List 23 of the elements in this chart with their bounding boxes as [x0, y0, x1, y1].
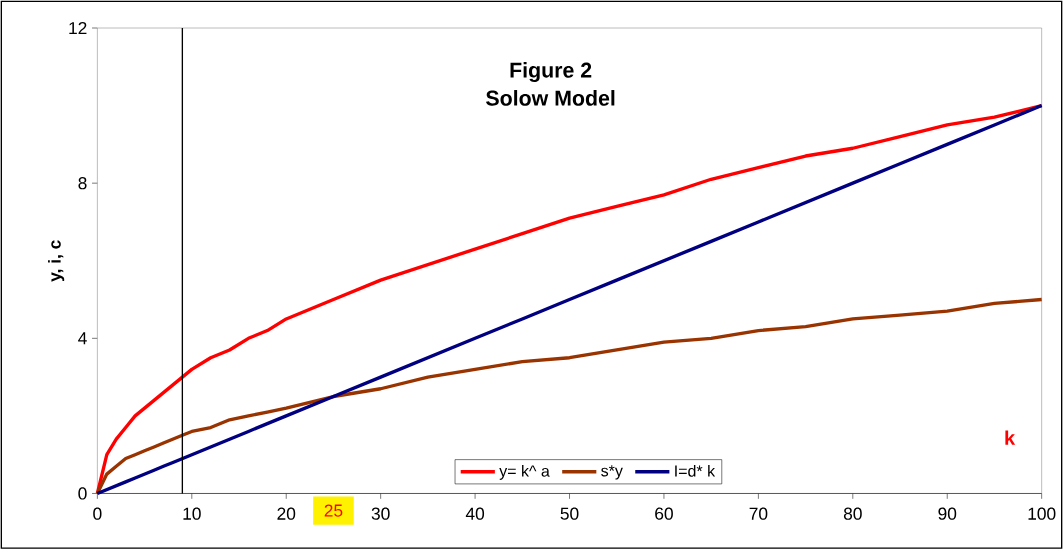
- y-tick-label: 4: [78, 332, 87, 345]
- legend-label: s*y: [601, 465, 623, 480]
- x-axis-title: k: [1005, 430, 1016, 446]
- x-tick-label: 70: [749, 507, 768, 521]
- x-tick-label: 30: [371, 507, 390, 521]
- y-tick-label: 12: [69, 22, 87, 35]
- text: Solow Model: [486, 90, 615, 106]
- x-tick-label: 50: [560, 507, 579, 521]
- x-tick-label: 40: [465, 507, 485, 521]
- y-tick-label: 8: [78, 177, 87, 190]
- text: Figure 2: [510, 62, 592, 83]
- x-tick-label: 100: [1028, 507, 1056, 521]
- x-tick-label: 60: [655, 507, 673, 521]
- x-tick-label: 80: [843, 507, 862, 521]
- x-tick-label: 90: [938, 507, 957, 521]
- x-tick-label: 20: [277, 507, 296, 521]
- y-axis-title: y, i, c: [48, 240, 65, 282]
- y-tick-label: 0: [78, 487, 87, 500]
- annotation: 25: [324, 504, 343, 517]
- x-tick-label: 0: [93, 507, 102, 521]
- x-tick-label: 10: [183, 507, 201, 521]
- legend-label: y= k^ a: [499, 465, 550, 481]
- legend-label: I=d* k: [675, 465, 716, 477]
